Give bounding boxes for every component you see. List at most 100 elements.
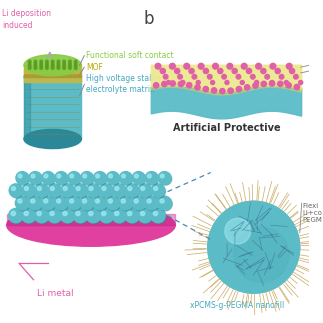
Circle shape (109, 174, 112, 178)
Circle shape (113, 184, 126, 197)
Circle shape (147, 174, 151, 178)
Circle shape (195, 85, 200, 90)
Circle shape (49, 185, 62, 198)
Circle shape (126, 184, 139, 197)
Circle shape (28, 67, 31, 69)
Circle shape (37, 186, 41, 191)
Circle shape (86, 208, 100, 223)
Circle shape (138, 208, 152, 223)
Ellipse shape (24, 130, 81, 149)
Circle shape (261, 81, 266, 87)
Circle shape (44, 199, 48, 203)
Circle shape (63, 186, 67, 191)
Circle shape (133, 197, 146, 211)
Circle shape (203, 87, 208, 92)
Polygon shape (24, 65, 81, 73)
Circle shape (62, 185, 75, 198)
Circle shape (54, 196, 68, 210)
Circle shape (163, 74, 168, 79)
Circle shape (127, 185, 140, 198)
Circle shape (126, 209, 140, 224)
Text: PEGM: PEGM (303, 216, 322, 223)
Circle shape (170, 81, 175, 86)
Circle shape (154, 186, 158, 191)
Circle shape (51, 65, 54, 67)
Circle shape (57, 199, 61, 203)
Circle shape (28, 62, 31, 65)
Circle shape (47, 208, 62, 223)
Circle shape (48, 184, 61, 197)
Circle shape (70, 174, 74, 178)
Circle shape (10, 209, 24, 224)
Circle shape (68, 172, 81, 185)
Circle shape (25, 186, 28, 191)
Circle shape (31, 174, 35, 178)
Circle shape (286, 83, 291, 88)
Circle shape (213, 63, 218, 69)
Ellipse shape (234, 227, 289, 282)
Circle shape (30, 172, 42, 185)
Circle shape (100, 184, 113, 197)
Circle shape (43, 172, 56, 185)
Circle shape (42, 172, 55, 184)
Circle shape (74, 62, 77, 65)
Circle shape (68, 60, 71, 63)
Circle shape (289, 68, 295, 74)
Circle shape (34, 65, 37, 67)
Circle shape (121, 199, 125, 203)
Circle shape (95, 199, 99, 203)
Circle shape (198, 63, 204, 69)
Circle shape (114, 185, 127, 198)
Circle shape (100, 209, 114, 224)
Circle shape (181, 80, 185, 85)
Circle shape (246, 68, 252, 74)
Circle shape (132, 196, 146, 210)
Circle shape (170, 63, 175, 69)
Circle shape (68, 197, 82, 211)
Circle shape (155, 63, 161, 69)
Polygon shape (151, 87, 302, 119)
Circle shape (245, 85, 250, 90)
Circle shape (50, 186, 54, 191)
Circle shape (34, 67, 37, 69)
Circle shape (141, 211, 145, 216)
Circle shape (218, 68, 223, 74)
Circle shape (28, 196, 42, 210)
Circle shape (29, 197, 43, 211)
Circle shape (75, 185, 88, 198)
Circle shape (17, 172, 29, 185)
Circle shape (159, 172, 172, 185)
Circle shape (256, 63, 261, 69)
Circle shape (76, 211, 80, 216)
Circle shape (37, 211, 41, 216)
Circle shape (94, 172, 107, 185)
Circle shape (286, 63, 292, 69)
Circle shape (174, 68, 180, 74)
Circle shape (278, 81, 283, 87)
Circle shape (160, 68, 165, 74)
Circle shape (56, 172, 68, 185)
Circle shape (68, 172, 80, 184)
Circle shape (80, 172, 93, 184)
Text: Li deposition
induced: Li deposition induced (2, 9, 51, 29)
Circle shape (40, 60, 43, 63)
Circle shape (35, 208, 49, 223)
Circle shape (145, 172, 158, 184)
Circle shape (152, 185, 166, 198)
Circle shape (178, 74, 182, 79)
Circle shape (63, 60, 66, 63)
Circle shape (222, 74, 226, 79)
Circle shape (28, 65, 31, 67)
Circle shape (102, 211, 106, 216)
Circle shape (73, 208, 88, 223)
Circle shape (34, 60, 37, 63)
Circle shape (22, 184, 35, 197)
Circle shape (279, 74, 284, 79)
Circle shape (89, 186, 93, 191)
Circle shape (31, 199, 35, 203)
Circle shape (69, 199, 74, 203)
Circle shape (63, 211, 67, 216)
Circle shape (294, 74, 298, 79)
Circle shape (87, 209, 101, 224)
Circle shape (147, 199, 151, 203)
